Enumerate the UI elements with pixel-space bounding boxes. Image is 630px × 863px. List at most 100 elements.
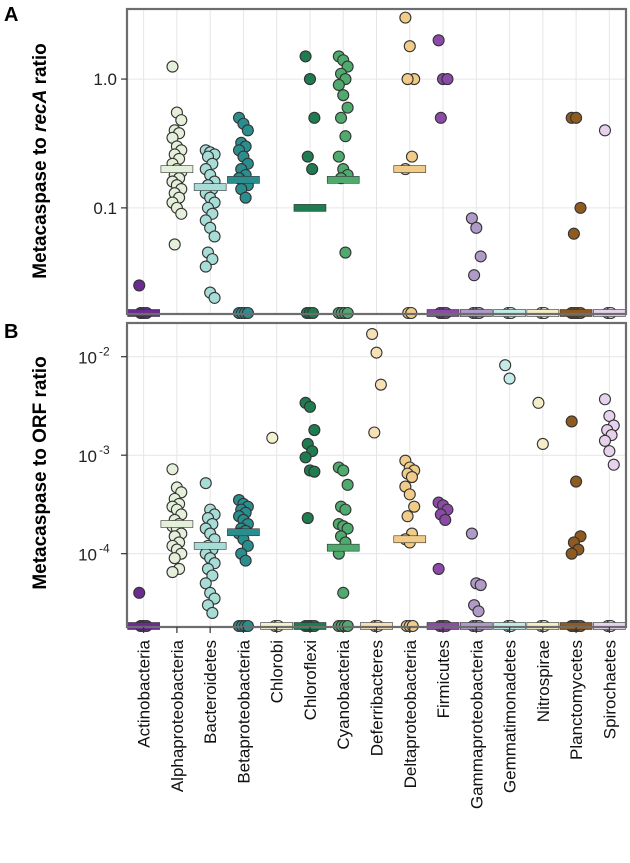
point-betaproteobacteria [239, 554, 252, 567]
point-deferribacteres [374, 378, 387, 391]
point-planctomycetes [565, 547, 578, 560]
point-spirochaetes [607, 458, 620, 471]
x-tick-label-chlorobi: Chlorobi [268, 640, 287, 703]
point-actinobacteria [133, 586, 146, 599]
point-spirochaetes [598, 124, 612, 137]
x-tick-label-gammaproteobacteria: Gammaproteobacteria [467, 639, 486, 809]
x-tick-label-spirochaetes: Spirochaetes [600, 640, 619, 739]
point-firmicutes [439, 513, 452, 526]
point-gammaproteobacteria [472, 605, 485, 618]
point-cyanobacteria [337, 89, 350, 102]
point-deltaproteobacteria [399, 11, 412, 24]
point-betaproteobacteria [239, 191, 252, 204]
median-bar-deltaproteobacteria [393, 165, 427, 173]
point-alphaproteobacteria [166, 566, 179, 579]
x-tick-label-deferribacteres: Deferribacteres [368, 640, 387, 756]
point-cyanobacteria [339, 246, 352, 259]
point-chloroflexi [308, 111, 321, 124]
point-alphaproteobacteria [168, 238, 181, 251]
point-alphaproteobacteria [166, 60, 179, 73]
point-cyanobacteria [332, 150, 345, 163]
point-alphaproteobacteria [175, 207, 188, 220]
median-bar-bacteroidetes [193, 183, 227, 191]
point-planctomycetes [570, 475, 583, 488]
point-chloroflexi [301, 511, 314, 525]
point-chloroflexi [303, 73, 317, 86]
point-alphaproteobacteria [175, 114, 188, 127]
point-deferribacteres [366, 327, 379, 341]
panel-b-y-ticks: 10-210-310-4 [78, 345, 127, 565]
median-bar-alphaproteobacteria [160, 520, 194, 528]
point-cyanobacteria [341, 101, 354, 114]
point-gemmatimonadetes [503, 372, 516, 385]
point-cyanobacteria [339, 503, 352, 516]
point-bacteroidetes [208, 230, 221, 243]
y-tick-exponent: -2 [99, 345, 110, 359]
point-betaproteobacteria [241, 539, 254, 552]
x-tick-label-chloroflexi: Chloroflexi [301, 640, 320, 720]
point-bacteroidetes [199, 477, 212, 490]
point-firmicutes [432, 562, 445, 575]
point-firmicutes [441, 73, 454, 86]
point-bacteroidetes [206, 569, 219, 582]
median-bar-deltaproteobacteria [393, 535, 427, 544]
point-deferribacteres [370, 346, 383, 359]
point-spirochaetes [603, 445, 616, 458]
median-bar-chloroflexi [293, 204, 327, 212]
median-bar-cyanobacteria [326, 176, 360, 184]
point-cyanobacteria [334, 111, 348, 124]
y-tick-label: 10 [78, 447, 97, 466]
median-bar-betaproteobacteria [227, 528, 260, 537]
point-planctomycetes [574, 201, 587, 214]
panel-b-y-label: Metacaspase to ORF ratio [30, 356, 51, 589]
x-tick-label-actinobacteria: Actinobacteria [135, 639, 154, 747]
point-deltaproteobacteria [405, 470, 419, 484]
point-spirochaetes [598, 393, 612, 406]
x-tick-label-alphaproteobacteria: Alphaproteobacteria [168, 639, 187, 792]
point-gammaproteobacteria [465, 527, 478, 540]
panel-a-points [133, 11, 617, 320]
x-tick-label-planctomycetes: Planctomycetes [567, 640, 586, 760]
point-deferribacteres [368, 426, 381, 439]
panel-a-y-ticks: 1.0 0.1 [93, 70, 127, 218]
point-cyanobacteria [341, 522, 354, 535]
point-chloroflexi [306, 163, 319, 176]
point-gammaproteobacteria [474, 250, 487, 263]
point-deltaproteobacteria [403, 488, 416, 501]
x-tick-label-betaproteobacteria: Betaproteobacteria [234, 639, 253, 783]
median-bar-bacteroidetes [193, 542, 227, 550]
point-bacteroidetes [206, 253, 219, 266]
x-tick-label-bacteroidetes: Bacteroidetes [201, 640, 220, 744]
point-alphaproteobacteria [166, 463, 179, 476]
point-nitrospirae [536, 437, 549, 451]
point-planctomycetes [567, 227, 580, 240]
panel-a-letter: A [4, 4, 18, 26]
x-tick-label-nitrospirae: Nitrospirae [534, 640, 553, 722]
x-tick-label-cyanobacteria: Cyanobacteria [334, 639, 353, 749]
point-spirochaetes [598, 434, 612, 447]
point-actinobacteria [133, 279, 146, 292]
point-chloroflexi [308, 424, 321, 437]
y-tick-exponent: -4 [99, 542, 110, 556]
point-cyanobacteria [332, 78, 345, 92]
point-alphaproteobacteria [168, 552, 181, 565]
point-nitrospirae [532, 396, 545, 409]
point-planctomycetes [565, 415, 578, 428]
median-bar-alphaproteobacteria [160, 165, 194, 173]
point-cyanobacteria [339, 130, 352, 143]
point-deltaproteobacteria [405, 150, 419, 163]
panel-b: 10-210-310-4 Metacaspase to ORF ratio [30, 321, 628, 633]
point-gammaproteobacteria [470, 221, 483, 234]
point-chloroflexi [301, 150, 314, 163]
point-bacteroidetes [208, 291, 221, 304]
point-chloroflexi [308, 465, 321, 478]
point-bacteroidetes [199, 260, 212, 273]
x-tick-label-firmicutes: Firmicutes [434, 640, 453, 718]
point-firmicutes [432, 34, 445, 47]
point-cyanobacteria [337, 464, 350, 477]
point-firmicutes [434, 111, 447, 124]
point-cyanobacteria [337, 586, 350, 599]
point-chloroflexi [303, 400, 317, 413]
